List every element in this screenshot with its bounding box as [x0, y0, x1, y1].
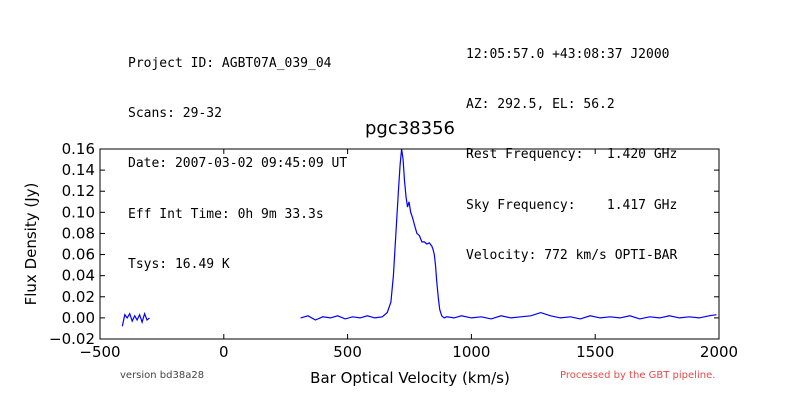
- eff-int-time-text: Eff Int Time: 0h 9m 33.3s: [128, 206, 324, 222]
- observation-info-left: Project ID: AGBT07A_039_04 Scans: 29-32 …: [128, 22, 347, 291]
- y-tick-label: 0.16: [62, 140, 95, 158]
- tsys-text: Tsys: 16.49 K: [128, 257, 230, 273]
- y-tick-label: 0.06: [62, 246, 95, 264]
- spectrum-line-segment-1: [121, 311, 150, 327]
- sky-frequency-text: Sky Frequency: 1.417 GHz: [466, 197, 678, 213]
- y-tick-label: 0.04: [62, 267, 95, 285]
- velocity-text: Velocity: 772 km/s OPTI-BAR: [466, 248, 678, 264]
- x-tick-label: 1500: [576, 343, 614, 361]
- project-id-text: Project ID: AGBT07A_039_04: [128, 55, 332, 71]
- spectrum-line-segment-2: [300, 148, 717, 321]
- y-axis-label: Flux Density (Jy): [22, 183, 40, 306]
- x-tick-label: 0: [219, 343, 229, 361]
- y-tick-label: 0.08: [62, 224, 95, 242]
- pipeline-credit: Processed by the GBT pipeline.: [560, 370, 716, 381]
- x-axis-label: Bar Optical Velocity (km/s): [310, 369, 510, 387]
- date-text: Date: 2007-03-02 09:45:09 UT: [128, 156, 348, 172]
- y-tick-label: 0.14: [62, 161, 95, 179]
- y-tick-label: 0.02: [62, 288, 95, 306]
- x-tick-label: −500: [79, 343, 120, 361]
- plot-frame: [99, 148, 720, 340]
- az-el-text: AZ: 292.5, EL: 56.2: [466, 96, 615, 112]
- coordinates-text: 12:05:57.0 +43:08:37 J2000: [466, 46, 670, 62]
- y-tick-label: 0.10: [62, 203, 95, 221]
- y-tick-label: −0.02: [49, 330, 95, 348]
- x-tick-label: 1000: [452, 343, 490, 361]
- y-tick-label: 0.12: [62, 182, 95, 200]
- observation-info-right: 12:05:57.0 +43:08:37 J2000 AZ: 292.5, EL…: [466, 13, 677, 282]
- version-label: version bd38a28: [120, 370, 205, 381]
- rest-frequency-text: Rest Frequency: 1.420 GHz: [466, 147, 678, 163]
- y-tick-label: 0.00: [62, 309, 95, 327]
- x-tick-label: 2000: [700, 343, 738, 361]
- scans-text: Scans: 29-32: [128, 105, 222, 121]
- plot-area: [121, 148, 717, 327]
- x-tick-label: 500: [333, 343, 362, 361]
- chart-title: pgc38356: [365, 118, 455, 139]
- axis-ticks: −500 0 500 1000 1500 2000 −0.02 0.00 0.02 0.04 0.0…: [49, 140, 738, 361]
